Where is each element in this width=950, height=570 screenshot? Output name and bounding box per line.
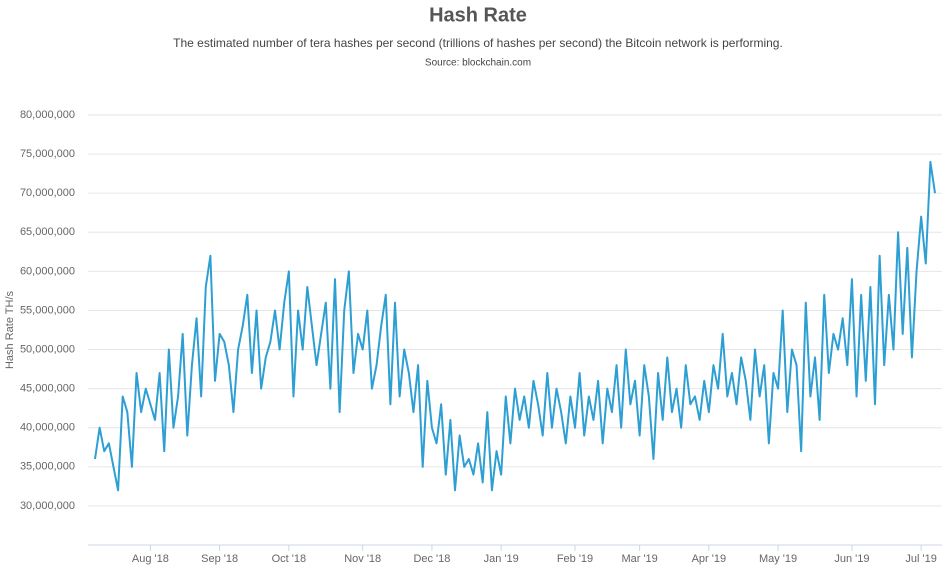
chart-source: Source: blockchain.com — [425, 58, 531, 69]
x-tick-label: Jul '19 — [905, 553, 936, 565]
y-tick-label: 35,000,000 — [20, 461, 75, 473]
x-tick-label: Dec '18 — [413, 553, 450, 565]
x-tick-label: Feb '19 — [557, 553, 593, 565]
x-tick-label: Oct '18 — [272, 553, 307, 565]
chart-subtitle: The estimated number of tera hashes per … — [173, 36, 783, 50]
x-tick-label: Aug '18 — [132, 553, 169, 565]
y-tick-label: 70,000,000 — [20, 187, 75, 199]
y-tick-label: 30,000,000 — [20, 500, 75, 512]
y-tick-label: 45,000,000 — [20, 383, 75, 395]
chart-title: Hash Rate — [429, 4, 527, 26]
data-line — [94, 160, 936, 492]
y-tick-label: 60,000,000 — [20, 265, 75, 277]
x-tick-label: Sep '18 — [201, 553, 238, 565]
y-axis-label: Hash Rate TH/s — [4, 290, 16, 369]
y-tick-label: 65,000,000 — [20, 226, 75, 238]
y-tick-label: 55,000,000 — [20, 304, 75, 316]
y-tick-label: 50,000,000 — [20, 343, 75, 355]
x-tick-label: Nov '18 — [344, 553, 381, 565]
x-tick-label: Jun '19 — [834, 553, 869, 565]
x-tick-label: Apr '19 — [692, 553, 727, 565]
x-tick-label: May '19 — [759, 553, 797, 565]
x-tick-label: Jan '19 — [484, 553, 519, 565]
y-tick-label: 75,000,000 — [20, 148, 75, 160]
y-tick-label: 80,000,000 — [20, 109, 75, 121]
y-tick-label: 40,000,000 — [20, 422, 75, 434]
x-tick-label: Mar '19 — [621, 553, 657, 565]
